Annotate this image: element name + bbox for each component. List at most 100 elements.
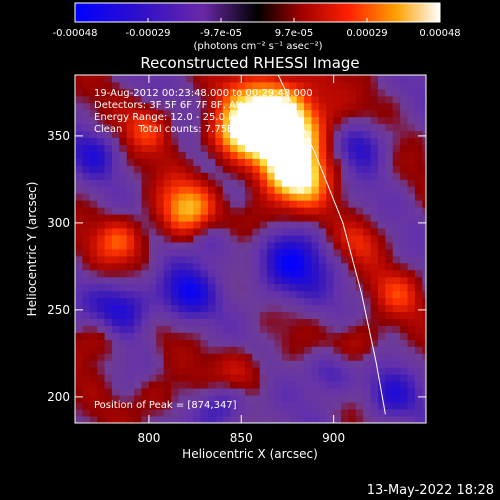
heatmap-cell [126, 332, 135, 340]
heatmap-cell [414, 402, 423, 410]
heatmap-cell [304, 235, 312, 243]
heatmap-cell [348, 318, 357, 326]
heatmap-cell [222, 304, 231, 313]
heatmap-cell [318, 158, 327, 166]
heatmap-cell [318, 409, 327, 417]
heatmap-cell [407, 207, 416, 215]
heatmap-cell [385, 304, 394, 313]
heatmap-cell [134, 381, 142, 389]
heatmap-cell [111, 276, 120, 285]
heatmap-cell [178, 318, 187, 326]
heatmap-cell [148, 214, 157, 222]
heatmap-cell [304, 367, 312, 375]
heatmap-cell [237, 158, 246, 166]
heatmap-cell [230, 221, 238, 229]
heatmap-cell [289, 179, 298, 187]
heatmap-cell [148, 283, 157, 292]
heatmap-cell [82, 88, 91, 97]
heatmap-cell [370, 151, 379, 159]
heatmap-cell [355, 269, 364, 278]
heatmap-cell [407, 381, 416, 389]
heatmap-cell [370, 88, 379, 97]
heatmap-cell [134, 332, 142, 340]
heatmap-cell [178, 151, 187, 159]
heatmap-cell [200, 325, 209, 333]
heatmap-cell [171, 388, 179, 396]
heatmap-cell [119, 200, 128, 208]
heatmap-cell [82, 137, 91, 145]
heatmap-cell [311, 75, 320, 83]
heatmap-cell [370, 235, 379, 243]
heatmap-cell [252, 137, 261, 145]
heatmap-cell [141, 75, 150, 83]
heatmap-cell [355, 228, 364, 236]
heatmap-cell [126, 290, 135, 299]
heatmap-cell [400, 144, 408, 152]
heatmap-cell [363, 283, 371, 292]
heatmap-cell [163, 228, 172, 236]
heatmap-cell [311, 339, 320, 347]
heatmap-cell [185, 360, 194, 368]
heatmap-cell [274, 332, 283, 340]
heatmap-cell [326, 409, 335, 417]
heatmap-cell [156, 116, 165, 125]
heatmap-cell [407, 75, 416, 83]
heatmap-cell [274, 297, 283, 306]
heatmap-cell [259, 179, 268, 187]
heatmap-cell [148, 207, 157, 215]
heatmap-cell [215, 290, 224, 299]
heatmap-cell [244, 179, 253, 187]
heatmap-cell [200, 242, 209, 250]
heatmap-cell [200, 88, 209, 97]
heatmap-cell [89, 88, 98, 97]
heatmap-cell [141, 221, 150, 229]
heatmap-cell [97, 409, 105, 417]
heatmap-cell [377, 172, 386, 180]
heatmap-cell [75, 200, 83, 208]
heatmap-cell [281, 95, 290, 104]
heatmap-cell [156, 144, 165, 152]
heatmap-cell [75, 179, 83, 187]
heatmap-cell [185, 367, 194, 375]
heatmap-cell [97, 179, 105, 187]
heatmap-cell [111, 381, 120, 389]
heatmap-cell [148, 332, 157, 340]
heatmap-cell [134, 262, 142, 271]
heatmap-cell [171, 179, 179, 187]
heatmap-cell [370, 95, 379, 104]
heatmap-cell [377, 144, 386, 152]
heatmap-cell [82, 311, 91, 319]
heatmap-cell [193, 395, 202, 403]
heatmap-cell [148, 95, 157, 104]
heatmap-cell [237, 339, 246, 347]
heatmap-cell [119, 109, 128, 118]
heatmap-cell [148, 360, 157, 368]
heatmap-cell [237, 123, 246, 132]
heatmap-cell [414, 318, 423, 326]
heatmap-cell [163, 186, 172, 194]
heatmap-cell [311, 109, 320, 118]
heatmap-cell [318, 95, 327, 104]
heatmap-cell [111, 367, 120, 375]
heatmap-cell [422, 193, 426, 201]
heatmap-cell [185, 228, 194, 236]
heatmap-cell [370, 388, 379, 396]
heatmap-cell [341, 214, 349, 222]
heatmap-cell [111, 346, 120, 354]
heatmap-cell [193, 165, 202, 173]
heatmap-cell [193, 374, 202, 382]
heatmap-cell [377, 116, 386, 125]
heatmap-cell [267, 381, 275, 389]
heatmap-cell [134, 158, 142, 166]
heatmap-cell [304, 381, 312, 389]
heatmap-cell [318, 116, 327, 125]
heatmap-cell [392, 186, 401, 194]
heatmap-cell [422, 255, 426, 264]
heatmap-cell [348, 144, 357, 152]
heatmap-cell [82, 353, 91, 361]
heatmap-cell [193, 221, 202, 229]
heatmap-cell [259, 228, 268, 236]
heatmap-cell [193, 130, 202, 139]
heatmap-cell [200, 193, 209, 201]
heatmap-cell [134, 318, 142, 326]
